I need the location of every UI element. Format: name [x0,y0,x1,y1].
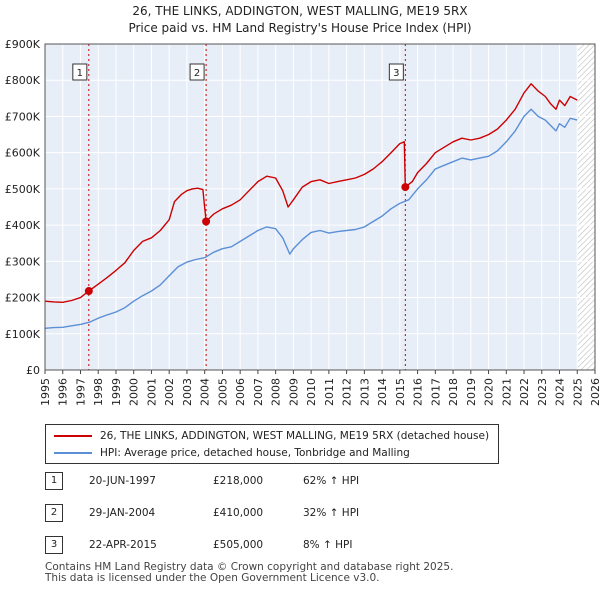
x-tick-label: 2025 [571,378,584,406]
legend-label-property: 26, THE LINKS, ADDINGTON, WEST MALLING, … [100,430,490,442]
y-tick-label: £600K [5,147,41,160]
x-tick-label: 1995 [39,378,52,406]
sale-marker-box [72,63,88,81]
footer-licence: This data is licensed under the Open Gov… [45,572,380,584]
legend-label-hpi: HPI: Average price, detached house, Tonb… [100,447,410,459]
y-tick-label: £500K [5,183,41,196]
x-tick-label: 2015 [394,378,407,406]
sale-date: 22-APR-2015 [89,539,157,551]
x-tick-label: 2022 [518,378,531,406]
y-tick-label: £700K [5,110,41,123]
sale-marker-label: 3 [393,68,399,79]
sale-marker-label: 2 [194,68,200,79]
sale-hpi-diff: 32% ↑ HPI [303,507,360,519]
x-tick-label: 1997 [74,378,87,406]
x-tick-label: 2021 [500,378,513,406]
sale-point [401,183,410,192]
x-tick-label: 2018 [447,378,460,406]
y-tick-label: £800K [5,74,41,87]
sale-hpi-diff: 62% ↑ HPI [303,475,360,487]
legend-swatch-red [54,435,92,437]
x-tick-label: 2007 [252,378,265,406]
sale-marker-label: 1 [77,68,83,79]
y-tick-label: £200K [5,292,41,305]
x-tick-label: 2026 [589,378,600,406]
future-hatch [577,44,595,370]
sale-date: 20-JUN-1997 [89,475,156,487]
x-tick-label: 2003 [181,378,194,406]
x-tick-label: 2006 [234,378,247,406]
x-tick-label: 2000 [128,378,141,406]
sale-date: 29-JAN-2004 [89,507,156,519]
chart-title: 26, THE LINKS, ADDINGTON, WEST MALLING, … [132,4,468,18]
x-tick-label: 2005 [216,378,229,406]
x-tick-label: 2023 [536,378,549,406]
legend-swatch-blue [54,452,92,454]
x-tick-label: 2011 [323,378,336,406]
plot-border [44,43,596,371]
x-tick-label: 2001 [145,378,158,406]
x-tick-label: 2019 [465,378,478,406]
x-tick-label: 2016 [412,378,425,406]
sale-marker-box [189,63,205,81]
x-tick-label: 2008 [270,378,283,406]
legend-item-hpi: HPI: Average price, detached house, Tonb… [54,446,410,460]
y-tick-label: £0 [26,364,40,377]
x-tick-label: 2013 [358,378,371,406]
price-chart: £0 £100K £200K £300K £400K £500K £600K £700K £80… [5,38,600,406]
sale-marker: 2 [45,504,63,522]
series-line-hpi [44,108,578,329]
sale-row: 3 22-APR-2015 £505,000 8% ↑ HPI [45,536,465,556]
sale-point [84,287,93,296]
x-tick-label: 1996 [57,378,70,406]
x-tick-label: 2012 [341,378,354,406]
y-tick-label: £400K [5,219,41,232]
x-tick-label: 2014 [376,378,389,406]
sale-point [202,217,211,226]
sale-price: £410,000 [213,507,264,519]
x-tick-label: 2002 [163,378,176,406]
y-tick-label: £300K [5,255,41,268]
x-tick-label: 1999 [110,378,123,406]
x-tick-label: 2020 [483,378,496,406]
y-tick-label: £900K [5,38,41,51]
sale-row: 1 20-JUN-1997 £218,000 62% ↑ HPI [45,472,465,492]
x-tick-label: 2017 [429,378,442,406]
sale-hpi-diff: 8% ↑ HPI [303,539,353,551]
legend: 26, THE LINKS, ADDINGTON, WEST MALLING, … [45,424,499,464]
x-tick-label: 2024 [554,378,567,406]
chart-subtitle: Price paid vs. HM Land Registry's House … [128,21,472,35]
sale-marker: 3 [45,536,63,554]
x-tick-label: 2004 [199,378,212,406]
legend-item-property: 26, THE LINKS, ADDINGTON, WEST MALLING, … [54,429,489,443]
sale-price: £218,000 [213,475,264,487]
sale-marker: 1 [45,472,63,490]
sale-marker-box [388,63,404,81]
series-line-property [44,83,578,303]
sale-row: 2 29-JAN-2004 £410,000 32% ↑ HPI [45,504,465,524]
x-tick-label: 1998 [92,378,105,406]
footer-copyright: Contains HM Land Registry data © Crown c… [45,561,454,573]
x-tick-label: 2009 [287,378,300,406]
x-tick-label: 2010 [305,378,318,406]
sale-price: £505,000 [213,539,264,551]
y-tick-label: £100K [5,328,41,341]
